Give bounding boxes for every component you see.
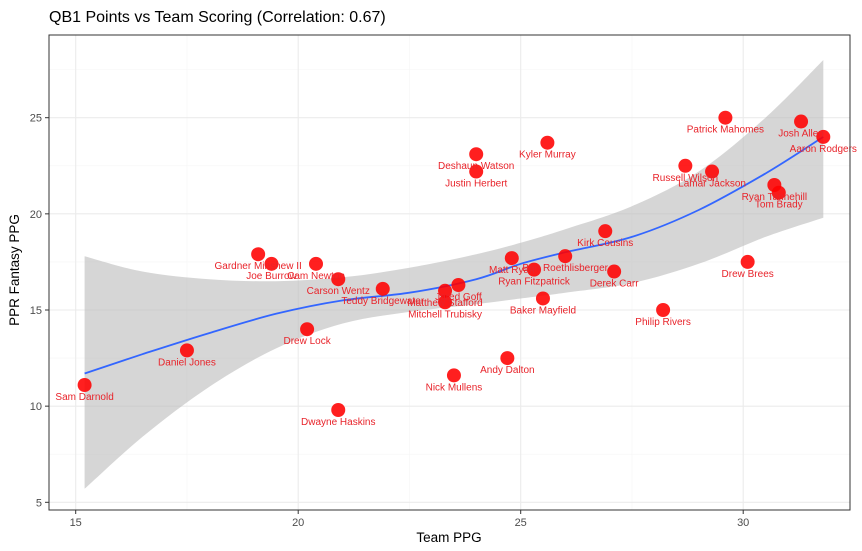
data-point xyxy=(251,247,266,262)
data-point xyxy=(540,135,555,150)
data-point xyxy=(451,278,466,292)
data-point xyxy=(794,114,809,129)
trend-line-layer xyxy=(84,136,824,375)
x-tick-label: 25 xyxy=(515,517,527,529)
point-label: Patrick Mahomes xyxy=(687,125,764,136)
data-point xyxy=(535,291,550,306)
data-point xyxy=(300,322,315,337)
point-label: Teddy Bridgewater xyxy=(341,296,424,307)
point-label: Josh Allen xyxy=(778,129,824,140)
data-point xyxy=(375,281,390,296)
point-label: Tom Brady xyxy=(755,200,803,211)
data-point xyxy=(446,368,461,383)
point-label: Cam Newton xyxy=(287,271,345,282)
x-axis-title: Team PPG xyxy=(416,530,481,545)
point-label: Philip Rivers xyxy=(635,317,691,328)
y-axis-title: PPR Fantasy PPG xyxy=(7,214,22,326)
confidence-band-layer xyxy=(84,60,824,489)
data-point xyxy=(656,303,671,317)
points-layer xyxy=(77,110,831,417)
point-label: Aaron Rodgers xyxy=(790,144,857,155)
data-point xyxy=(771,185,786,200)
data-point xyxy=(740,254,755,269)
data-point xyxy=(469,147,484,162)
point-label: Andy Dalton xyxy=(480,365,534,376)
data-point xyxy=(179,343,194,358)
point-label: Daniel Jones xyxy=(158,357,216,368)
point-label: Lamar Jackson xyxy=(678,179,746,190)
point-label: Ben Roethlisberger xyxy=(522,263,608,274)
data-point xyxy=(678,158,693,173)
y-tick-label: 20 xyxy=(30,209,42,221)
panel-border xyxy=(48,34,851,511)
point-label: Kyler Murray xyxy=(519,150,576,161)
data-point xyxy=(816,129,831,144)
point-label: Justin Herbert xyxy=(445,179,507,190)
point-label: Baker Mayfield xyxy=(510,305,576,316)
point-label: Mitchell Trubisky xyxy=(408,309,482,320)
data-point xyxy=(598,224,613,239)
data-point xyxy=(331,403,346,417)
point-label: Derek Carr xyxy=(590,279,640,290)
point-label: Matt Ryan xyxy=(489,265,535,276)
point-label: Dwayne Haskins xyxy=(301,417,375,428)
point-label: Russell Wilson xyxy=(653,173,719,184)
data-point xyxy=(331,272,346,287)
point-label: Kirk Cousins xyxy=(577,238,633,249)
point-labels-layer: Sam Darnold Daniel Jones Gardner Minshew I… xyxy=(55,125,857,428)
data-point xyxy=(469,164,484,179)
data-point xyxy=(504,251,519,266)
data-point xyxy=(264,256,279,271)
point-label: Drew Brees xyxy=(722,269,774,280)
y-tick-label: 25 xyxy=(30,113,42,125)
data-point xyxy=(558,249,573,264)
axis-ticks-layer: 15 20 25 30 5 10 15 20 25 xyxy=(30,113,750,529)
data-point xyxy=(309,256,323,271)
data-point xyxy=(718,110,733,125)
point-label: Carson Wentz xyxy=(307,286,370,297)
data-point xyxy=(607,264,622,279)
x-tick-label: 30 xyxy=(737,517,749,529)
data-point xyxy=(527,262,542,277)
point-label: Sam Darnold xyxy=(55,392,113,403)
trend-line xyxy=(84,136,824,375)
data-point xyxy=(500,351,515,366)
data-point xyxy=(77,378,92,392)
point-label: Drew Lock xyxy=(283,336,331,347)
point-label: Gardner Minshew II xyxy=(215,261,302,272)
data-point xyxy=(705,164,720,179)
data-point xyxy=(438,295,453,310)
x-tick-label: 20 xyxy=(292,517,304,529)
y-tick-label: 15 xyxy=(30,305,42,317)
y-tick-label: 5 xyxy=(36,497,42,509)
point-label: Matthew Stafford xyxy=(407,298,482,309)
point-label: Deshaun Watson xyxy=(438,161,514,172)
point-label: Ryan Fitzpatrick xyxy=(498,277,571,288)
point-label: Joe Burrow xyxy=(246,271,297,282)
x-tick-label: 15 xyxy=(70,517,82,529)
point-label: Ryan Tannehill xyxy=(742,192,807,203)
point-label: Jared Goff xyxy=(435,292,482,303)
confidence-band xyxy=(84,60,824,489)
y-tick-label: 10 xyxy=(30,401,42,413)
chart-title: QB1 Points vs Team Scoring (Correlation:… xyxy=(49,9,386,26)
point-label: Nick Mullens xyxy=(426,382,483,393)
data-point xyxy=(438,283,453,298)
